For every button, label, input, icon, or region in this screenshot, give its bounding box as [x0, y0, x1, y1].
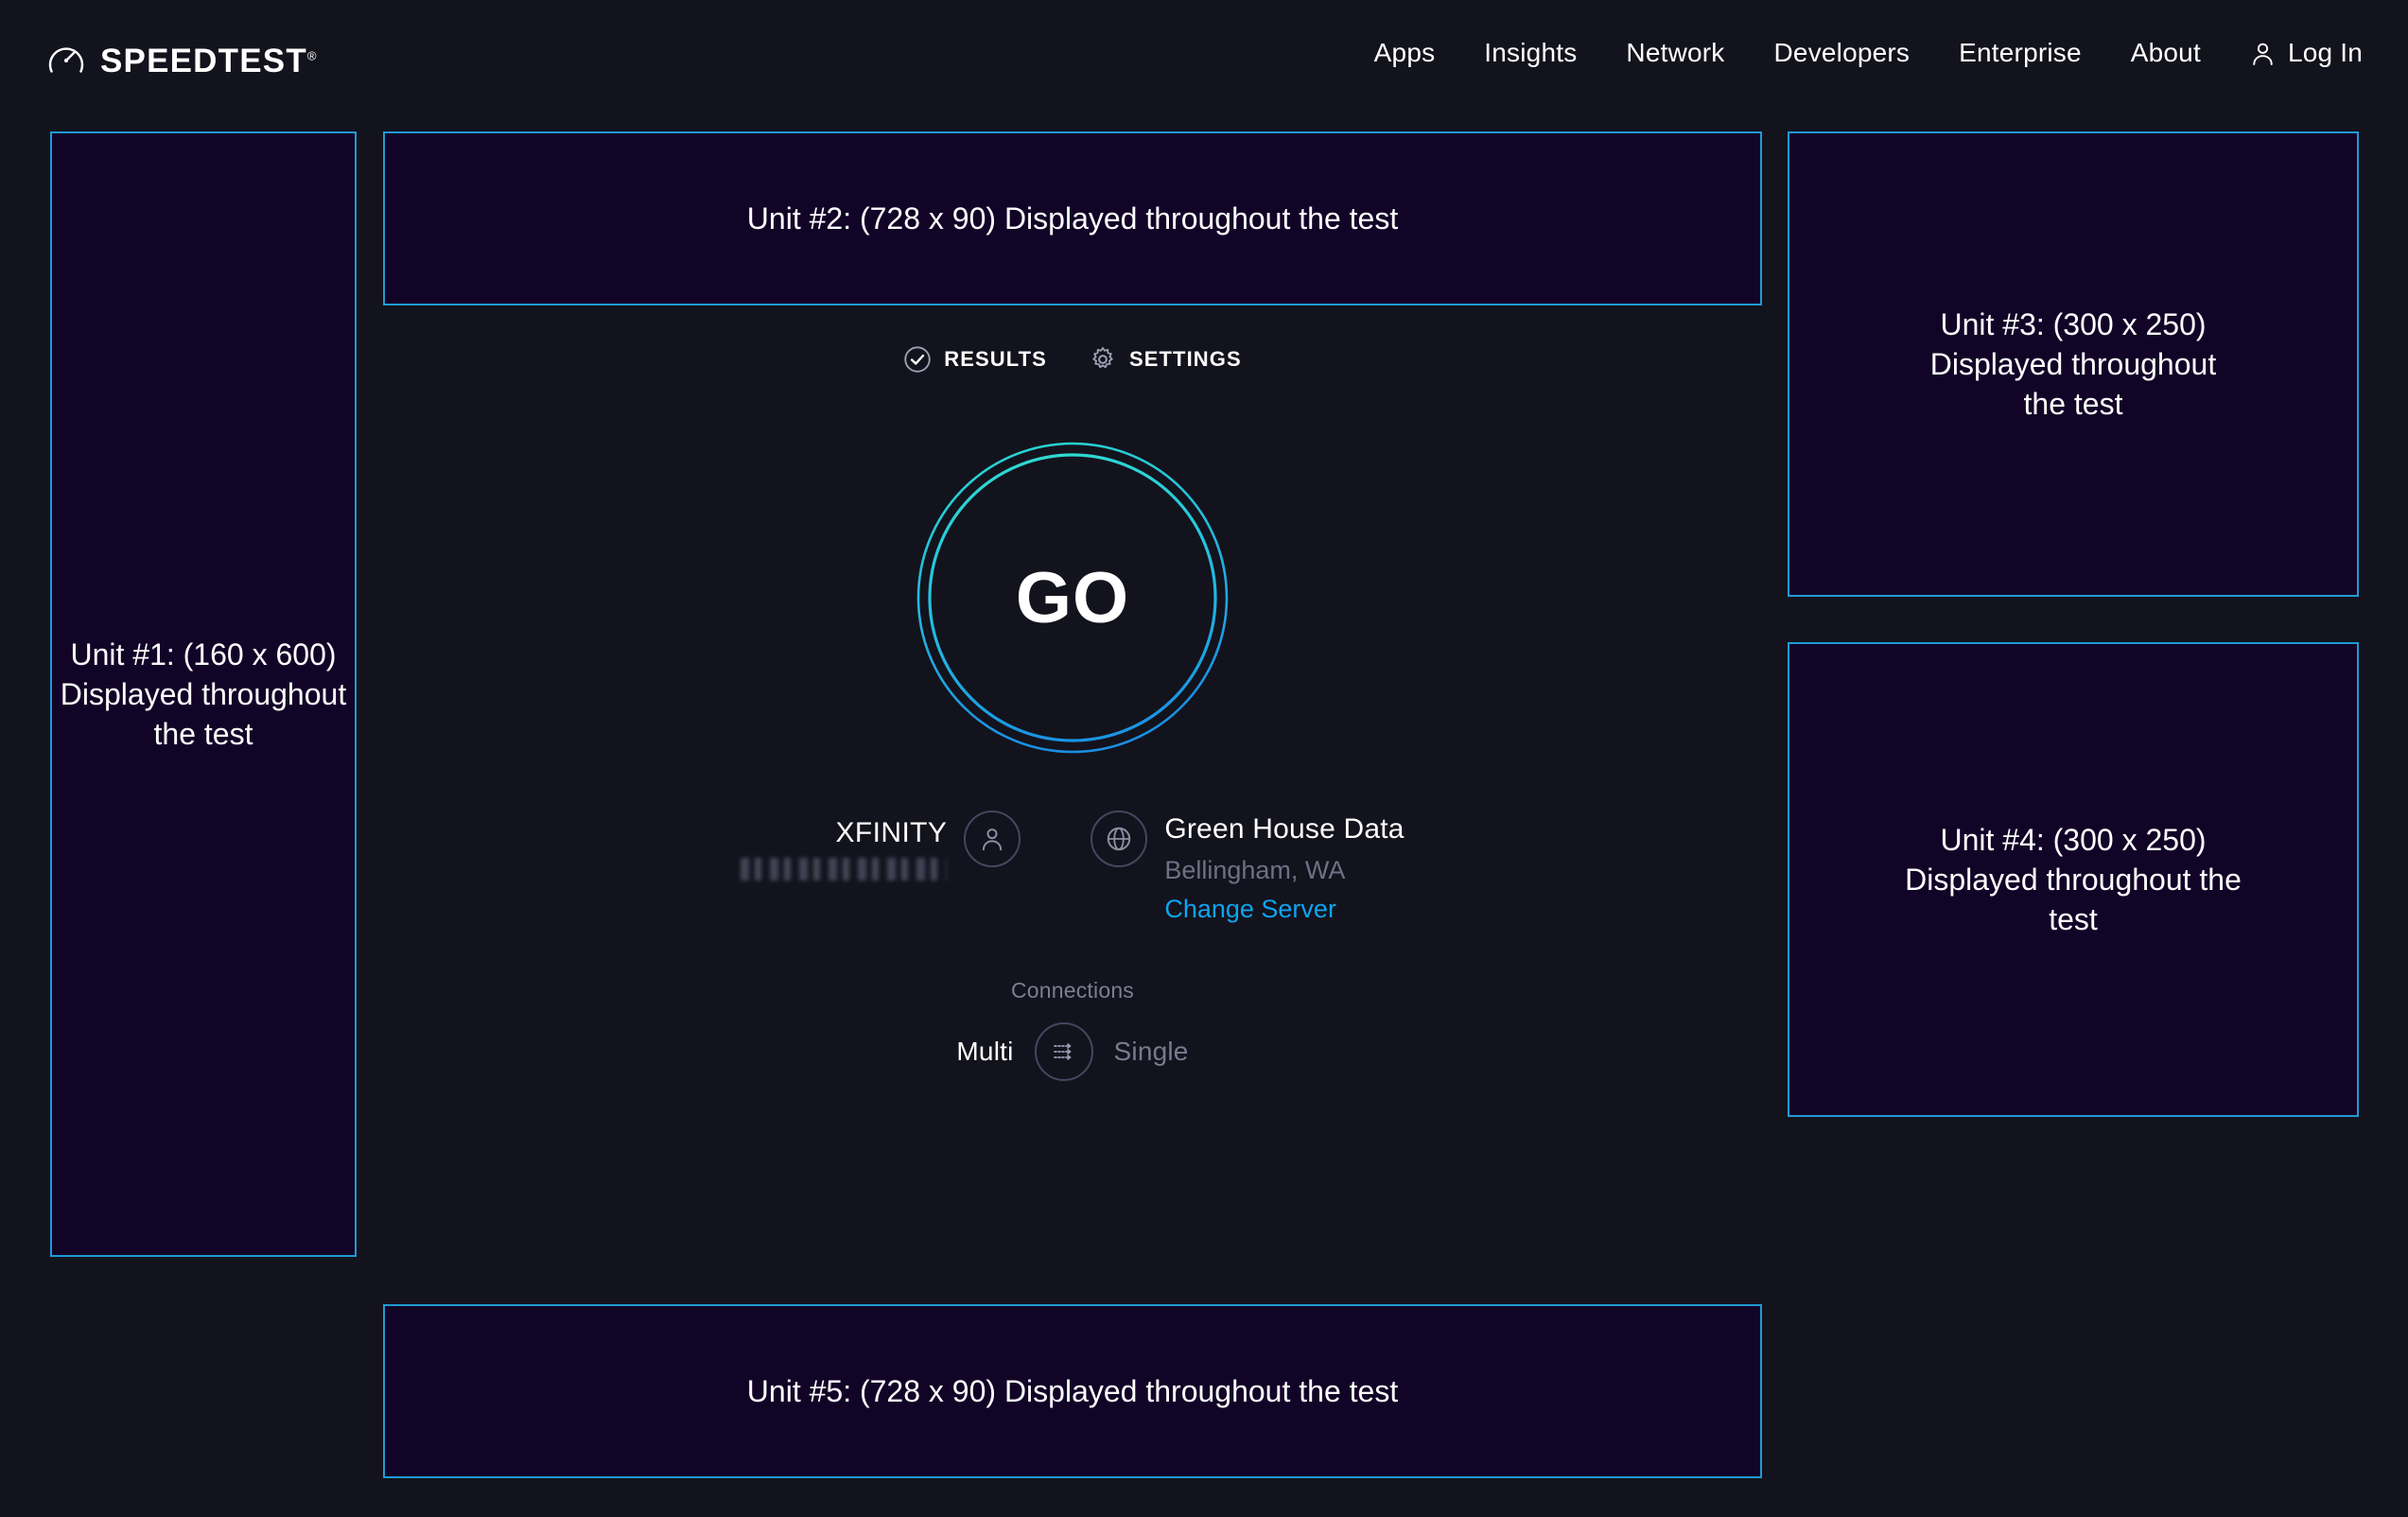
main-nav: Apps Insights Network Developers Enterpr… [1350, 38, 2363, 68]
ad-unit-4-text: Unit #4: (300 x 250) Displayed throughou… [1905, 822, 2242, 937]
nav-item-network[interactable]: Network [1626, 38, 1725, 67]
nav-item-insights[interactable]: Insights [1484, 38, 1578, 67]
go-ring-outer-icon [916, 442, 1229, 754]
person-icon [2250, 41, 2276, 66]
connections-option-single[interactable]: Single [1113, 1036, 1189, 1066]
ad-unit-5-text: Unit #5: (728 x 90) Displayed throughout… [746, 1373, 1399, 1408]
server-location: Bellingham, WA [1164, 856, 1346, 884]
nav-item-apps[interactable]: Apps [1373, 38, 1436, 67]
tab-results[interactable]: RESULTS [903, 345, 1047, 374]
server-block: Green House Data Bellingham, WA Change S… [1091, 811, 1404, 925]
nav-item-developers[interactable]: Developers [1773, 38, 1911, 67]
server-name: Green House Data [1164, 813, 1405, 845]
go-button[interactable]: GO [916, 442, 1229, 754]
go-ring-inner-icon [928, 453, 1217, 742]
change-server-link[interactable]: Change Server [1164, 895, 1336, 924]
ad-unit-4[interactable]: Unit #4: (300 x 250) Displayed throughou… [1788, 642, 2359, 1117]
ad-unit-1-text: Unit #1: (160 x 600) Displayed throughou… [60, 636, 347, 752]
ad-unit-3-text: Unit #3: (300 x 250) Displayed throughou… [1929, 306, 2217, 422]
tab-settings-label: SETTINGS [1128, 347, 1242, 371]
connections-toggle: Multi Single [956, 1021, 1189, 1081]
connection-info: XFINITY Green House Data Bellin [741, 811, 1404, 925]
trademark-symbol: ® [306, 47, 317, 62]
login-button[interactable]: Log In [2225, 38, 2363, 68]
speedometer-icon [47, 42, 85, 79]
site-header: SPEEDTEST® Apps Insights Network Develop… [0, 0, 2408, 106]
speedtest-panel: RESULTS SETTINGS [383, 305, 1762, 1081]
isp-name: XFINITY [835, 817, 948, 848]
ad-unit-3[interactable]: Unit #3: (300 x 250) Displayed throughou… [1788, 131, 2359, 597]
connections-option-multi[interactable]: Multi [956, 1036, 1014, 1066]
globe-circle-icon[interactable] [1091, 811, 1148, 867]
brand-wordmark: SPEEDTEST [100, 42, 307, 79]
ad-unit-2-text: Unit #2: (728 x 90) Displayed throughout… [746, 201, 1399, 235]
panel-tabs: RESULTS SETTINGS [903, 345, 1242, 374]
login-label: Log In [2287, 38, 2363, 67]
connections-label: Connections [1010, 977, 1135, 1003]
check-circle-icon [903, 345, 932, 374]
isp-ip-redacted [741, 858, 948, 881]
person-circle-icon[interactable] [964, 811, 1021, 867]
multi-arrows-icon[interactable] [1034, 1021, 1093, 1081]
brand-logo[interactable]: SPEEDTEST® [47, 42, 317, 79]
server-texts: Green House Data Bellingham, WA Change S… [1164, 811, 1404, 925]
tab-results-label: RESULTS [944, 347, 1047, 371]
isp-block: XFINITY [741, 811, 1021, 881]
ad-unit-5[interactable]: Unit #5: (728 x 90) Displayed throughout… [383, 1304, 1762, 1478]
nav-item-about[interactable]: About [2130, 38, 2201, 67]
go-button-label: GO [1015, 557, 1130, 638]
ad-unit-1[interactable]: Unit #1: (160 x 600) Displayed throughou… [50, 131, 357, 1257]
connections-section: Connections Multi Single [956, 978, 1188, 1081]
ad-unit-2[interactable]: Unit #2: (728 x 90) Displayed throughout… [383, 131, 1762, 305]
brand-name: SPEEDTEST® [100, 44, 317, 78]
tab-settings[interactable]: SETTINGS [1089, 345, 1242, 374]
gear-icon [1089, 345, 1117, 374]
nav-item-enterprise[interactable]: Enterprise [1959, 38, 2082, 67]
isp-texts: XFINITY [741, 811, 948, 881]
